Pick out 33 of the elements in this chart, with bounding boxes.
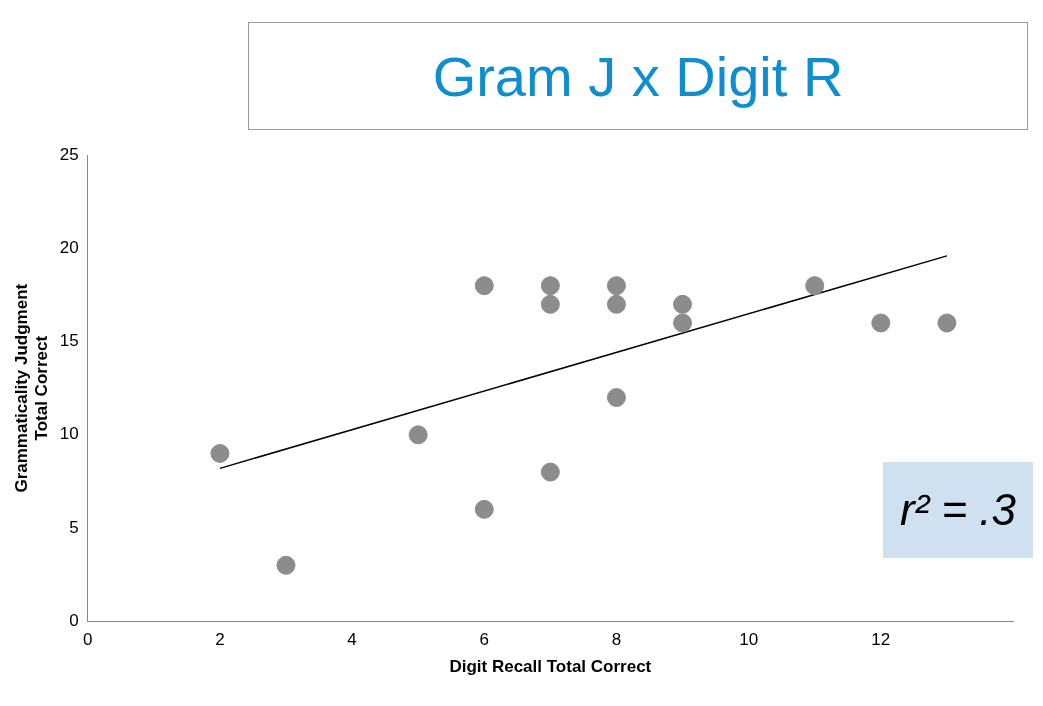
point (474, 276, 494, 296)
x-tick-label: 10 (739, 630, 759, 650)
point (937, 313, 957, 333)
x-tick-label: 8 (611, 630, 622, 650)
point (606, 388, 626, 408)
x-tick-label: 12 (871, 630, 891, 650)
y-tick-label: 20 (59, 238, 79, 258)
point (276, 555, 296, 575)
x-tick-label: 6 (479, 630, 489, 650)
point (540, 462, 560, 482)
y-tick-label: 0 (69, 610, 79, 630)
y-axis-title: Grammaticality Judgment Total Correct (11, 283, 52, 493)
point (606, 276, 626, 296)
point (673, 294, 693, 314)
x-axis-title: Digit Recall Total Correct (449, 657, 652, 677)
annotation: r² = .3 (883, 462, 1033, 558)
point (805, 276, 825, 296)
y-tick-label: 15 (59, 331, 79, 351)
point (606, 294, 626, 314)
x-tick-label: 2 (215, 630, 225, 650)
point (540, 294, 560, 314)
point (540, 276, 560, 296)
x-tick-label: 0 (82, 630, 93, 650)
y-tick-label: 5 (69, 517, 79, 537)
point (474, 499, 494, 519)
y-tick-label: 25 (59, 144, 79, 164)
point (871, 313, 891, 333)
point (408, 425, 428, 445)
point (210, 443, 230, 463)
chart-title: Gram J x Digit R (432, 43, 844, 109)
x-tick-label: 4 (347, 630, 357, 650)
point (673, 313, 693, 333)
y-tick-label: 10 (59, 424, 79, 444)
